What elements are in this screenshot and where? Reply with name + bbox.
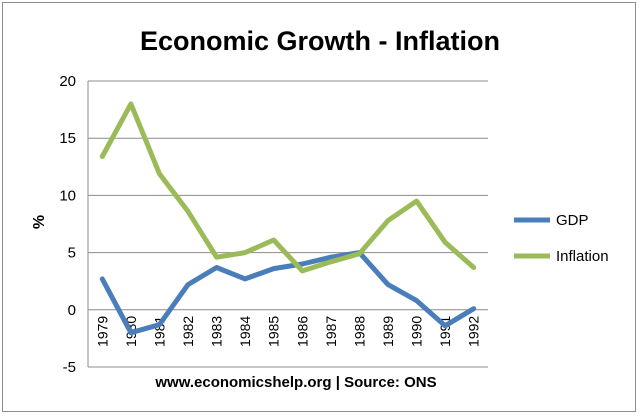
legend-label: GDP <box>556 212 589 229</box>
x-tick-label: 1982 <box>180 316 196 347</box>
chart-title: Economic Growth - Inflation <box>140 26 500 56</box>
gridlines <box>87 80 488 368</box>
x-tick-label: 1989 <box>380 316 396 347</box>
source-caption: www.economicshelp.org | Source: ONS <box>154 374 436 391</box>
x-tick-label: 1979 <box>94 316 110 347</box>
chart-frame <box>2 2 636 412</box>
series-line-gdp <box>99 250 477 336</box>
y-tick-label: 15 <box>59 130 76 147</box>
series-line-inflation <box>99 101 477 274</box>
y-axis-ticks: -5 0 5 10 15 20 <box>59 73 76 376</box>
y-tick-label: 20 <box>59 73 76 90</box>
x-tick-label: 1992 <box>466 316 482 347</box>
y-tick-label: 0 <box>68 302 76 319</box>
x-tick-label: 1990 <box>409 316 425 347</box>
x-tick-label: 1985 <box>266 316 282 347</box>
x-tick-label: 1987 <box>323 316 339 347</box>
x-tick-label: 1988 <box>351 316 367 347</box>
legend: GDP Inflation <box>514 212 609 265</box>
x-axis-ticks: 1979 1980 1981 1982 1983 1984 1985 1986 1987 1988… <box>94 316 481 347</box>
series-lines <box>99 101 477 336</box>
legend-label: Inflation <box>556 248 609 265</box>
x-tick-label: 1986 <box>294 316 310 347</box>
y-axis-label: % <box>31 215 48 229</box>
y-tick-label: -5 <box>63 359 76 376</box>
y-tick-label: 5 <box>68 245 76 262</box>
x-tick-label: 1984 <box>237 316 253 347</box>
x-tick-label: 1983 <box>209 316 225 347</box>
y-tick-label: 10 <box>59 187 76 204</box>
